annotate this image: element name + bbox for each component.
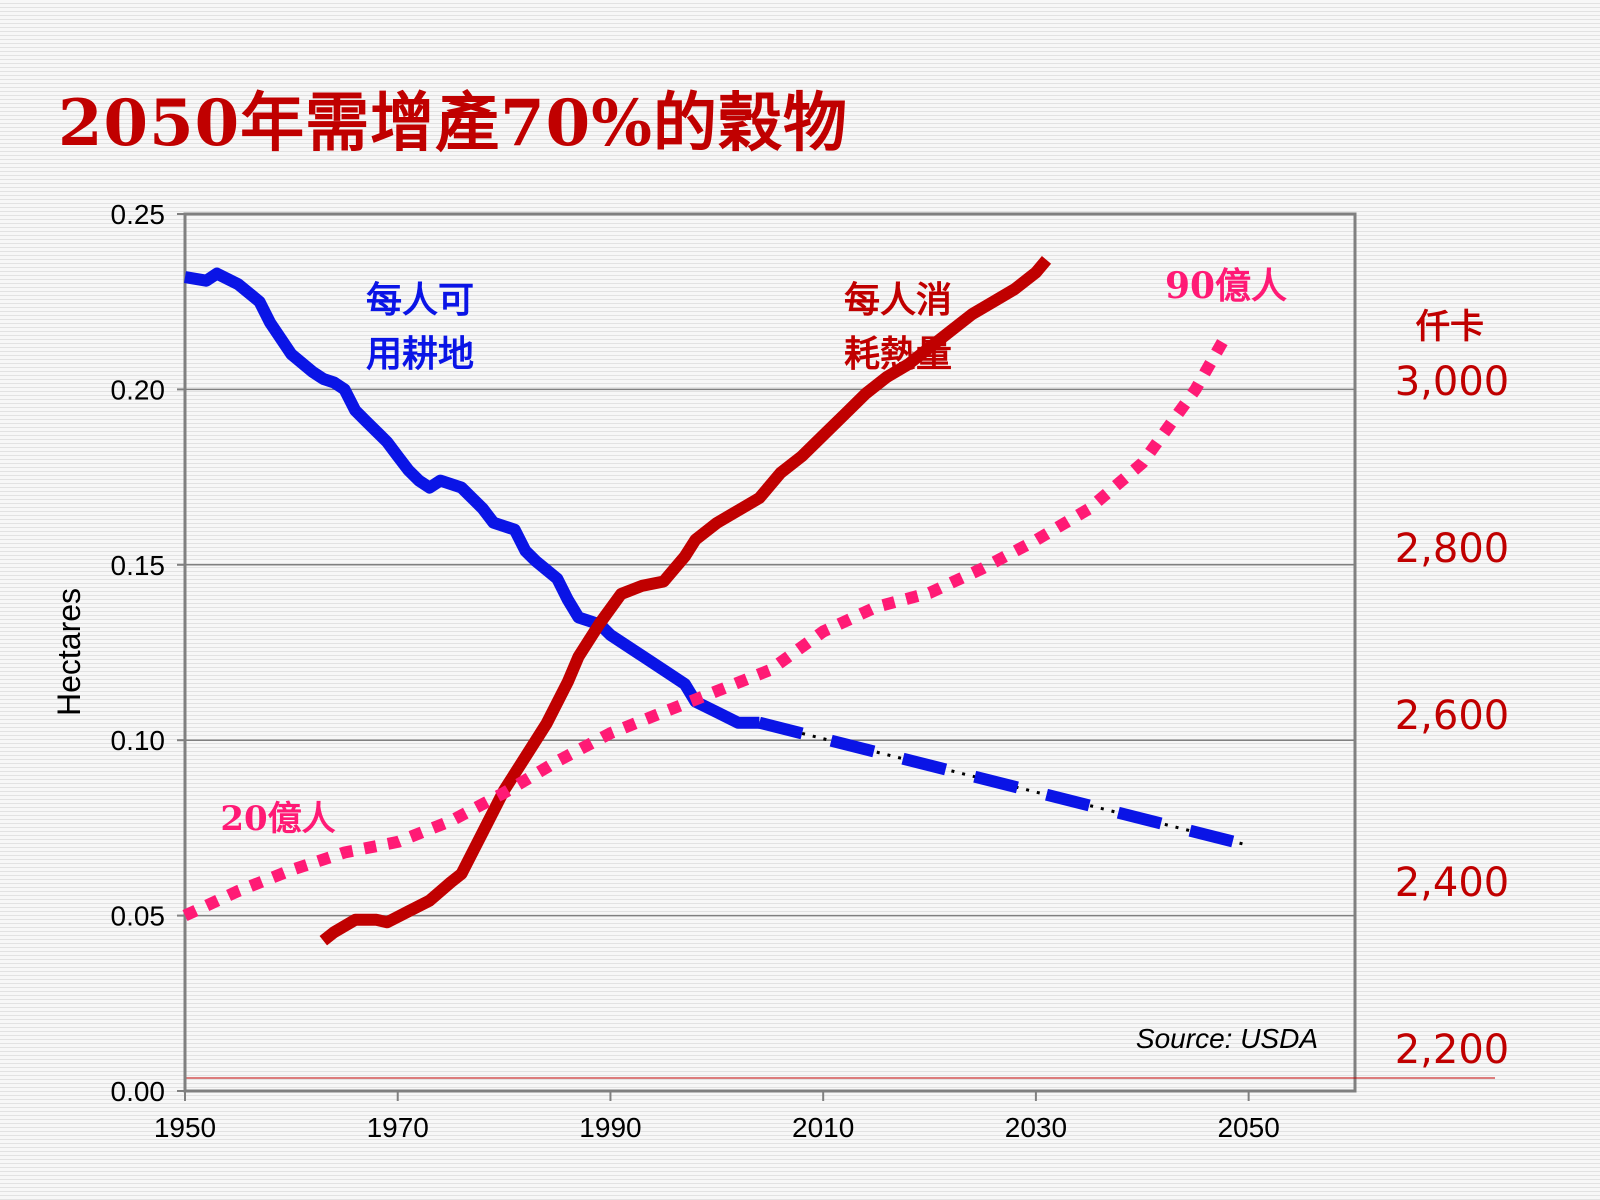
y-right-axis-label: 仟卡: [1415, 307, 1484, 347]
y-tick-label: 0.25: [111, 199, 166, 230]
plot-area: [183, 212, 1357, 1093]
series-line-0: [184, 267, 760, 729]
series-line-3: [182, 330, 1233, 922]
annotation-cal-1: 每人消: [844, 279, 952, 321]
series-line-1: [757, 716, 1251, 852]
slide-title: 2050年需增產70%的穀物: [58, 86, 848, 161]
projection-dots-1: [759, 721, 1249, 847]
x-tick-label: 1950: [154, 1112, 216, 1143]
x-tick-label: 2010: [792, 1112, 854, 1143]
source-note: Source: USDA: [1136, 1023, 1318, 1054]
y-right-tick-label: 2,200: [1395, 1027, 1510, 1073]
y-axis-label: Hectares: [51, 588, 87, 716]
y-tick-label: 0.20: [111, 374, 166, 405]
y-tick-label: 0.10: [111, 725, 166, 756]
series-line-2: [319, 256, 1052, 946]
gridlines: [185, 388, 1495, 1079]
annotation-cal-2: 耗熱量: [844, 333, 952, 375]
axes: 0.00 0.05 0.10 0.15 0.20 0.25 1950 1970 1990 2010…: [111, 199, 1510, 1143]
annotation-pop-end: 90億人: [1165, 265, 1287, 307]
y-right-tick-label: 2,400: [1395, 860, 1510, 906]
y-right-tick-label: 3,000: [1395, 359, 1510, 405]
annotation-land-1: 每人可: [366, 279, 474, 321]
x-tick-label: 2030: [1005, 1112, 1067, 1143]
x-tick-label: 2050: [1217, 1112, 1279, 1143]
y-tick-label: 0.15: [111, 550, 166, 581]
y-tick-label: 0.00: [111, 1076, 166, 1107]
annotation-pop-start: 20億人: [220, 799, 335, 839]
annotation-land-2: 用耕地: [366, 333, 474, 375]
x-tick-label: 1990: [579, 1112, 641, 1143]
series-group: [182, 256, 1251, 946]
y-right-tick-label: 2,800: [1395, 526, 1510, 572]
y-tick-label: 0.05: [111, 901, 166, 932]
x-tick-label: 1970: [367, 1112, 429, 1143]
y-right-tick-label: 2,600: [1395, 693, 1510, 739]
